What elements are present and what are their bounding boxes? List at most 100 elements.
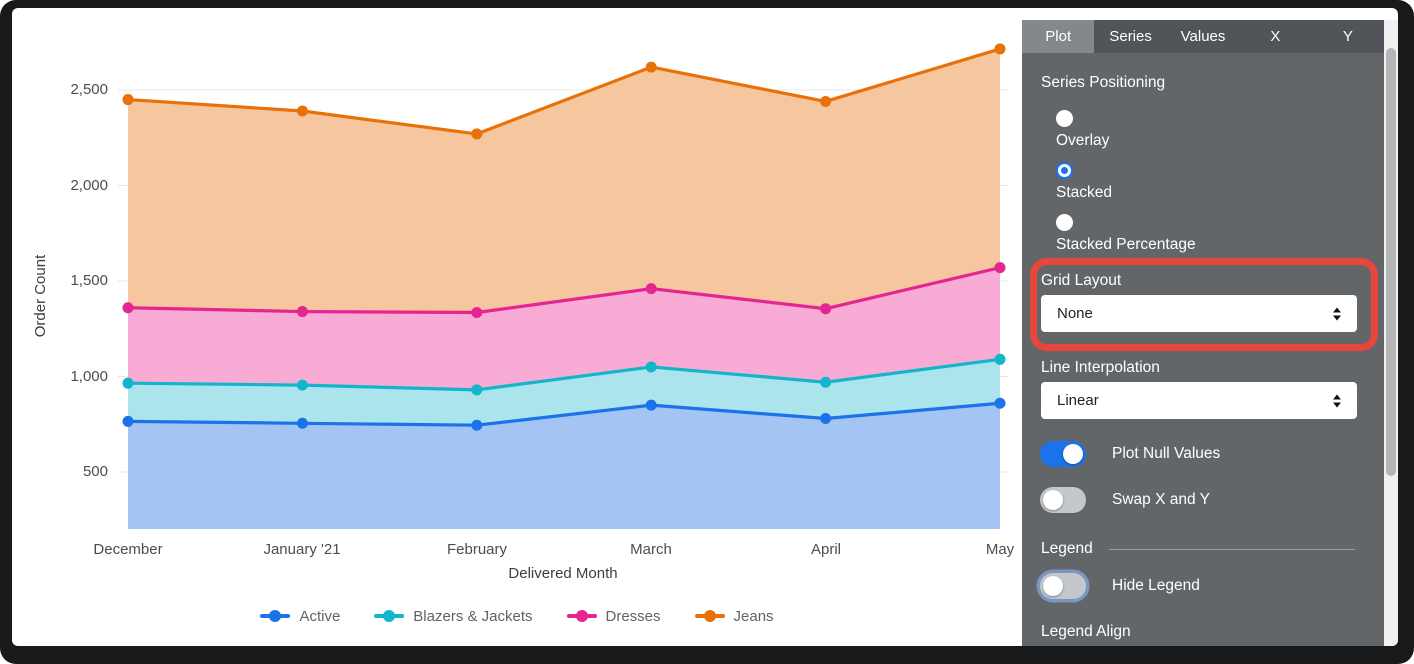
section-divider <box>1108 548 1355 550</box>
chart-legend: Active Blazers & Jackets Dresses Jeans <box>12 604 1022 628</box>
data-point[interactable] <box>122 377 134 389</box>
stacked-area-chart <box>118 43 1008 530</box>
legend-item[interactable]: Blazers & Jackets <box>374 607 533 625</box>
legend-label: Blazers & Jackets <box>413 607 533 625</box>
legend-item[interactable]: Active <box>260 608 340 625</box>
updown-arrows-icon <box>1333 306 1342 321</box>
legend-section-title: Legend <box>1041 540 1093 557</box>
settings-tabbar: Plot Series Values X Y <box>1022 20 1384 53</box>
panel-scrollbar[interactable] <box>1384 20 1398 646</box>
plot-null-values-toggle[interactable] <box>1040 441 1086 467</box>
plot-null-values-label: Plot Null Values <box>1112 445 1221 462</box>
data-point[interactable] <box>471 307 483 319</box>
data-point[interactable] <box>296 105 308 117</box>
legend-marker-icon <box>694 610 725 622</box>
tab-series[interactable]: Series <box>1109 28 1152 45</box>
series-line <box>127 47 1001 136</box>
data-point[interactable] <box>994 353 1006 365</box>
legend-section-header: Legend <box>1041 540 1355 558</box>
data-point[interactable] <box>296 417 308 429</box>
data-point[interactable] <box>645 399 657 411</box>
data-point[interactable] <box>122 415 134 427</box>
data-point[interactable] <box>820 303 832 315</box>
radio-icon[interactable] <box>1056 110 1073 127</box>
legend-label: Jeans <box>733 607 774 625</box>
line-interpolation-label: Line Interpolation <box>1041 359 1160 376</box>
data-point[interactable] <box>645 61 657 73</box>
x-tick-label: January '21 <box>263 541 341 558</box>
plot-null-values-row: Plot Null Values <box>1040 441 1220 467</box>
line-interpolation-select[interactable]: Linear <box>1041 382 1357 419</box>
data-point[interactable] <box>645 361 657 373</box>
tab-values[interactable]: Values <box>1180 28 1226 45</box>
swap-x-y-label: Swap X and Y <box>1112 491 1210 508</box>
line-interpolation-value: Linear <box>1057 392 1099 409</box>
swap-x-y-toggle[interactable] <box>1040 487 1086 513</box>
scrollbar-thumb[interactable] <box>1386 48 1396 476</box>
grid-layout-select[interactable]: None <box>1041 295 1357 332</box>
y-tick-label: 500 <box>82 463 108 480</box>
legend-item[interactable]: Dresses <box>566 607 661 625</box>
x-tick-label: May <box>985 541 1015 558</box>
data-point[interactable] <box>994 262 1006 274</box>
radio-selected-icon[interactable] <box>1056 162 1073 179</box>
data-point[interactable] <box>820 413 832 425</box>
toggle-knob <box>1043 490 1063 510</box>
legend-label: Dresses <box>605 607 661 625</box>
radio-icon[interactable] <box>1056 214 1073 231</box>
series-line <box>127 357 1001 392</box>
grid-layout-label: Grid Layout <box>1041 272 1122 289</box>
radio-option-label: Stacked Percentage <box>1056 236 1196 253</box>
radio-option-stacked[interactable]: Stacked <box>1056 162 1112 202</box>
hide-legend-row: Hide Legend <box>1040 573 1200 599</box>
legend-marker-icon <box>260 610 291 622</box>
data-point[interactable] <box>122 302 134 314</box>
radio-option-label: Overlay <box>1056 132 1110 149</box>
legend-label: Active <box>299 607 341 625</box>
data-point[interactable] <box>122 94 134 106</box>
chart-area: 2,500 2,000 1,500 1,000 500 December Jan… <box>12 8 1022 646</box>
radio-option-label: Stacked <box>1056 184 1113 201</box>
hide-legend-toggle[interactable] <box>1040 573 1086 599</box>
x-tick-label: March <box>630 541 672 558</box>
data-point[interactable] <box>471 419 483 431</box>
data-point[interactable] <box>994 43 1006 55</box>
y-tick-label: 1,500 <box>70 272 108 289</box>
y-tick-label: 2,500 <box>70 81 108 98</box>
y-tick-label: 2,000 <box>70 177 108 194</box>
data-point[interactable] <box>645 283 657 295</box>
grid-layout-value: None <box>1057 305 1093 322</box>
tab-x[interactable]: X <box>1270 28 1281 45</box>
updown-arrows-icon <box>1333 393 1342 408</box>
data-point[interactable] <box>994 397 1006 409</box>
swap-x-y-row: Swap X and Y <box>1040 487 1210 513</box>
tab-y[interactable]: Y <box>1342 28 1353 45</box>
tab-plot[interactable]: Plot <box>1022 20 1095 53</box>
hide-legend-label: Hide Legend <box>1112 577 1200 594</box>
data-point[interactable] <box>471 384 483 396</box>
data-point[interactable] <box>471 128 483 140</box>
data-point[interactable] <box>820 376 832 388</box>
x-axis-title: Delivered Month <box>508 565 618 582</box>
legend-marker-icon <box>566 610 597 622</box>
data-point[interactable] <box>296 379 308 391</box>
toggle-knob <box>1043 576 1063 596</box>
radio-option-overlay[interactable]: Overlay <box>1056 110 1109 150</box>
explore-visualization-window: 2,500 2,000 1,500 1,000 500 December Jan… <box>12 8 1398 646</box>
series-line <box>127 266 1001 315</box>
plot-settings-panel: Plot Series Values X Y Series Positionin… <box>1022 20 1398 646</box>
series-line <box>127 401 1001 427</box>
y-axis-title: Order Count <box>32 254 49 338</box>
radio-option-stacked-percentage[interactable]: Stacked Percentage <box>1056 214 1196 254</box>
legend-item[interactable]: Jeans <box>694 607 774 625</box>
series-positioning-label: Series Positioning <box>1041 74 1166 91</box>
data-point[interactable] <box>820 95 832 107</box>
legend-align-label: Legend Align <box>1041 623 1131 640</box>
x-tick-label: April <box>810 541 841 558</box>
x-tick-label: December <box>93 541 163 558</box>
data-point[interactable] <box>296 306 308 318</box>
x-tick-label: February <box>446 541 508 558</box>
y-tick-label: 1,000 <box>70 368 108 385</box>
legend-marker-icon <box>374 610 405 622</box>
